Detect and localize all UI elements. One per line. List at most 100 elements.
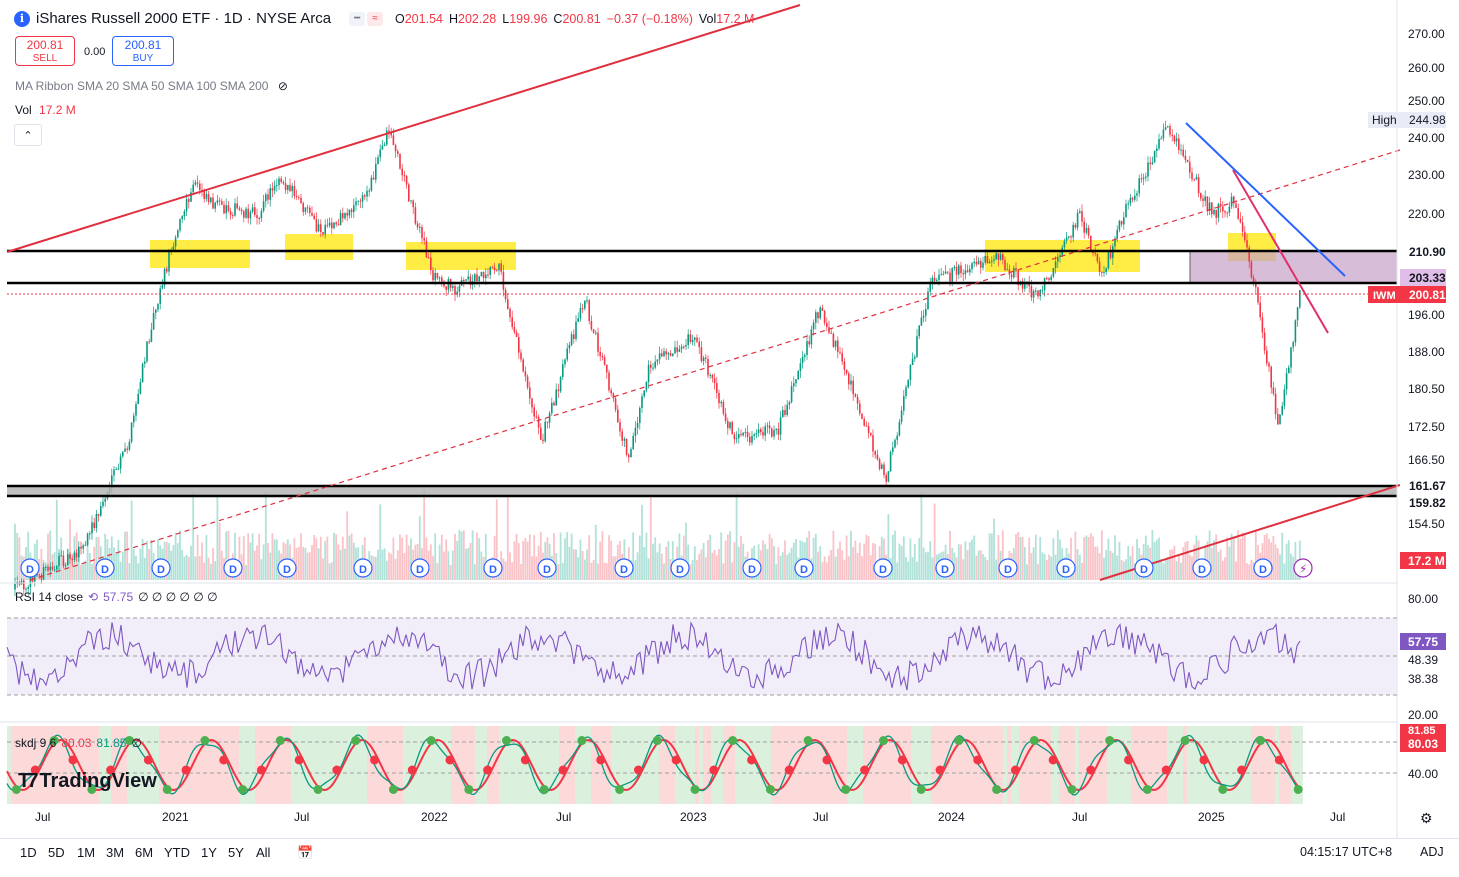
timeframe-5d[interactable]: 5D: [48, 845, 65, 860]
symbol-title[interactable]: iShares Russell 2000 ETF · 1D · NYSE Arc…: [36, 10, 332, 27]
candle-body: [405, 175, 408, 185]
timeframe-6m[interactable]: 6M: [135, 845, 154, 860]
skdj-stripe: [283, 726, 287, 804]
skdj-stripe: [1111, 726, 1115, 804]
volume-bar: [612, 556, 615, 580]
volume-bar: [735, 492, 738, 580]
timeframe-1y[interactable]: 1Y: [201, 845, 217, 860]
volume-bar: [69, 519, 71, 580]
volume-bar: [256, 545, 258, 580]
timeframe-1m[interactable]: 1M: [77, 845, 96, 860]
volume-bar: [141, 538, 144, 580]
volume-bar: [949, 530, 951, 580]
candle-body: [1186, 159, 1189, 163]
skdj-stripe: [359, 726, 363, 804]
volume-bar: [891, 534, 894, 580]
candle-body: [819, 307, 821, 319]
skdj-stripe: [179, 726, 183, 804]
skdj-stripe: [363, 726, 367, 804]
buy-button[interactable]: 200.81 BUY: [112, 36, 174, 66]
candle-body: [163, 268, 166, 286]
skdj-stripe: [231, 726, 235, 804]
skdj-stripe: [635, 726, 639, 804]
candle-body: [51, 566, 54, 570]
candle-body: [509, 308, 511, 318]
approx-icon[interactable]: ≈: [367, 11, 384, 26]
volume-bar: [394, 558, 397, 580]
lightning-icon[interactable]: [1293, 558, 1313, 578]
timeframe-1d[interactable]: 1D: [20, 845, 37, 860]
candle-body: [278, 178, 280, 186]
collapse-button[interactable]: ⌃: [14, 124, 42, 146]
skdj-stripe: [323, 726, 327, 804]
skdj-sell-dot: [1124, 755, 1134, 765]
timeframe-ytd[interactable]: YTD: [164, 845, 190, 860]
volume-bar: [775, 564, 778, 580]
skdj-stripe: [335, 726, 339, 804]
skdj-stripe: [875, 726, 879, 804]
dividend-marker: [998, 558, 1018, 578]
volume-bar: [135, 555, 137, 580]
skdj-stripe: [99, 726, 103, 804]
volume-bar: [1118, 541, 1121, 580]
candle-body: [559, 377, 562, 392]
rsi-legend[interactable]: RSI 14 close ⟲ 57.75 ∅ ∅ ∅ ∅ ∅ ∅: [15, 590, 218, 604]
skdj-stripe: [695, 726, 699, 804]
candle-body: [718, 392, 720, 404]
price-axis[interactable]: 270.00260.00250.00240.00230.00220.00196.…: [1408, 27, 1445, 531]
sell-button[interactable]: 200.81 SELL: [15, 36, 75, 66]
vol-badge: [1400, 552, 1446, 569]
volume-bar: [330, 562, 333, 580]
candle-body: [254, 207, 256, 216]
candle-body: [964, 270, 967, 275]
skdj-stripe: [1031, 726, 1035, 804]
candle-body: [661, 353, 663, 357]
skdj-stripe: [799, 726, 803, 804]
volume-bar: [1037, 563, 1039, 580]
volume-bar: [1186, 540, 1189, 580]
timeframe-5y[interactable]: 5Y: [228, 845, 244, 860]
candle-body: [148, 341, 150, 343]
skdj-stripe: [91, 726, 95, 804]
skdj-stripe: [927, 726, 931, 804]
ma-ribbon-legend[interactable]: MA Ribbon SMA 20 SMA 50 SMA 100 SMA 200 …: [15, 79, 288, 93]
volume-bar: [880, 536, 883, 580]
settings-source-icon[interactable]: ⟲: [88, 590, 99, 604]
volume-bar: [352, 542, 355, 580]
volume-bar: [403, 553, 406, 580]
candle-body: [1103, 272, 1105, 274]
skdj-stripe: [295, 726, 299, 804]
price-tick: 220.00: [1408, 207, 1445, 221]
skdj-legend[interactable]: skdj 9 6 80.03 81.85 ∅: [15, 736, 142, 750]
skdj-stripe: [331, 726, 335, 804]
eye-hidden-icon[interactable]: ⊘: [277, 79, 288, 93]
tradingview-logo[interactable]: T7 TradingView: [18, 770, 157, 793]
volume-bar: [300, 533, 302, 580]
candle-body: [238, 208, 241, 210]
buy-price: 200.81: [124, 38, 162, 52]
volume-legend[interactable]: Vol 17.2 M: [15, 103, 76, 117]
info-icon[interactable]: i: [14, 10, 30, 27]
candle-body: [1021, 280, 1024, 289]
minus-icon[interactable]: ━: [349, 11, 366, 26]
clock-display[interactable]: 04:15:17 UTC+8: [1300, 845, 1393, 859]
candle-body: [1208, 202, 1211, 212]
volume-bar: [306, 552, 309, 580]
timeframe-3m[interactable]: 3M: [106, 845, 125, 860]
adj-toggle[interactable]: ADJ: [1420, 845, 1444, 859]
volume-bar: [645, 532, 648, 580]
candle-body: [14, 583, 16, 590]
settings-gear-icon[interactable]: ⚙: [1420, 810, 1433, 826]
skdj-buy-dot: [1180, 736, 1190, 746]
candle-body: [111, 475, 113, 489]
candle-body: [1191, 172, 1193, 180]
calendar-icon[interactable]: 📅: [297, 845, 314, 860]
candle-body: [482, 271, 485, 279]
candle-body: [1081, 211, 1083, 222]
candle-body: [1248, 247, 1250, 262]
skdj-buy-dot: [238, 784, 248, 794]
timeframe-all[interactable]: All: [256, 845, 271, 860]
volume-bar: [1263, 534, 1266, 580]
